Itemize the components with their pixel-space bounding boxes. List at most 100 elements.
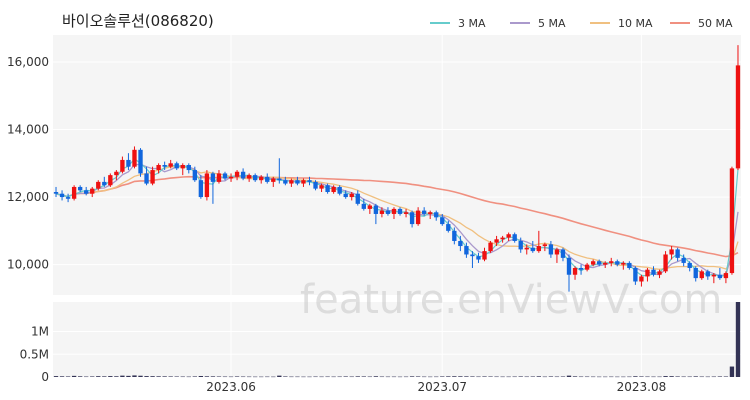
- volume-bar: [403, 376, 409, 378]
- candle-body: [59, 193, 65, 198]
- candle-body: [319, 185, 324, 189]
- volume-bar: [174, 376, 179, 377]
- volume-bar: [639, 376, 644, 377]
- volume-bar: [735, 302, 741, 377]
- candle-body: [735, 65, 741, 169]
- volume-bar: [289, 376, 294, 378]
- volume-bar: [518, 376, 523, 377]
- candle-body: [512, 234, 517, 241]
- volume-bar: [132, 375, 137, 377]
- candle-body: [687, 262, 692, 268]
- volume-bar: [77, 376, 83, 377]
- price-tick-label: 10,000: [7, 258, 49, 272]
- volume-bar: [584, 376, 590, 378]
- volume-bar: [295, 376, 300, 378]
- candle-body: [699, 271, 704, 279]
- volume-bar: [331, 376, 336, 378]
- candle-body: [645, 269, 650, 277]
- volume-bar: [723, 376, 729, 377]
- candle-body: [265, 176, 270, 182]
- candle-body: [434, 212, 439, 218]
- volume-bar: [590, 376, 596, 378]
- candle-body: [421, 210, 427, 214]
- candle-body: [615, 261, 620, 265]
- volume-bar: [53, 376, 59, 377]
- volume-bar: [669, 376, 674, 377]
- volume-bar: [313, 376, 318, 378]
- volume-bar: [397, 376, 403, 378]
- volume-bar: [621, 376, 626, 378]
- candle-body: [440, 217, 445, 225]
- candle-body: [572, 267, 578, 275]
- candle-body: [566, 257, 572, 275]
- candle-body: [132, 149, 137, 167]
- volume-bar: [434, 376, 439, 378]
- volume-bar: [536, 376, 541, 377]
- candle-body: [597, 261, 602, 265]
- date-axis: 2023.06 2023.07 2023.08: [206, 380, 666, 394]
- volume-bar: [597, 376, 602, 378]
- candle-body: [96, 181, 101, 189]
- volume-bar: [349, 376, 354, 378]
- volume-bar: [192, 376, 197, 377]
- candle-body: [536, 246, 541, 252]
- candle-body: [657, 271, 662, 275]
- volume-bar: [500, 376, 505, 378]
- candle-body: [313, 181, 318, 189]
- candle-body: [409, 212, 415, 225]
- volume-bar: [162, 376, 167, 377]
- volume-axis: 0 0.5M 1M: [20, 325, 49, 384]
- volume-bar: [645, 376, 650, 378]
- candle-body: [446, 224, 451, 231]
- legend-label-ma5: 5 MA: [538, 17, 566, 30]
- candle-body: [723, 273, 729, 279]
- volume-bar: [186, 376, 191, 378]
- candle-body: [663, 254, 668, 272]
- price-panel: [53, 35, 741, 295]
- volume-bar: [548, 376, 554, 377]
- candle-body: [84, 190, 89, 194]
- candle-body: [639, 276, 644, 282]
- candle-body: [246, 175, 252, 179]
- candle-body: [192, 170, 197, 181]
- volume-tick-label: 0.5M: [20, 347, 49, 361]
- volume-bar: [120, 375, 125, 377]
- date-tick-label: 2023.08: [617, 380, 667, 394]
- candle-body: [108, 175, 113, 186]
- legend: 3 MA 5 MA 10 MA 50 MA: [430, 17, 733, 30]
- candle-body: [331, 186, 336, 193]
- candle-body: [518, 240, 523, 250]
- volume-bar: [609, 376, 614, 378]
- volume-bar: [102, 376, 107, 377]
- candle-body: [693, 267, 698, 279]
- candle-body: [603, 262, 608, 265]
- volume-bar: [361, 376, 366, 377]
- volume-bar: [355, 376, 360, 377]
- volume-bar: [96, 376, 101, 377]
- volume-bar: [578, 376, 584, 378]
- candles: [53, 45, 741, 292]
- volume-bar: [693, 376, 698, 377]
- candle-body: [349, 193, 354, 198]
- candle-body: [228, 176, 234, 179]
- candle-body: [385, 210, 391, 214]
- volume-bar: [253, 376, 258, 378]
- candle-body: [210, 173, 216, 182]
- volume-bar: [108, 376, 113, 377]
- candle-body: [711, 274, 717, 277]
- candle-body: [560, 249, 566, 258]
- volume-bar: [566, 375, 572, 377]
- volume-bar: [615, 376, 620, 378]
- price-tick-label: 16,000: [7, 55, 49, 69]
- legend-label-ma10: 10 MA: [618, 17, 653, 30]
- volume-bar: [488, 376, 493, 377]
- volume-bar: [265, 376, 270, 378]
- volume-bar: [409, 376, 415, 377]
- volume-bar: [150, 376, 155, 377]
- candle-body: [120, 159, 125, 172]
- volume-bar: [307, 376, 312, 378]
- candle-body: [361, 203, 366, 209]
- volume-bar: [277, 375, 282, 377]
- volume-bar: [144, 376, 149, 377]
